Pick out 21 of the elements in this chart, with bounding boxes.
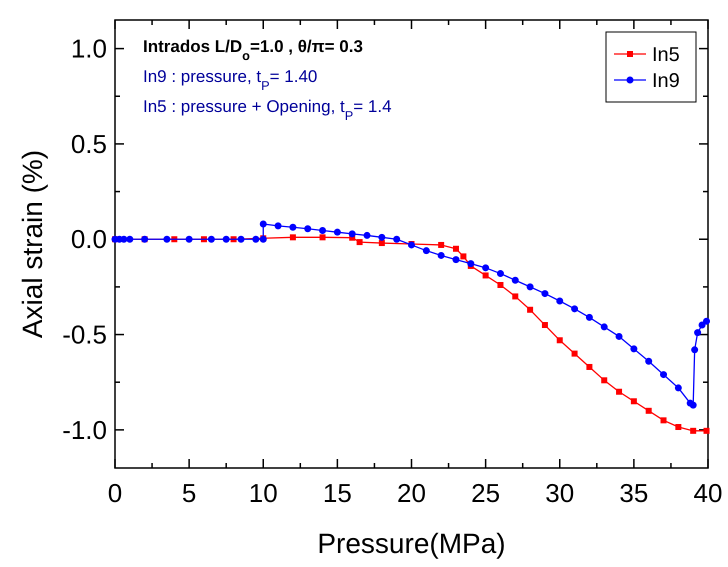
y-tick-label: -0.5 xyxy=(62,320,107,350)
x-tick-label: 30 xyxy=(545,478,574,508)
legend-label: In9 xyxy=(652,70,680,92)
y-tick-label: 0.0 xyxy=(70,224,107,254)
annotation: In9 : pressure, t$_{P}$= 1.40 xyxy=(143,67,318,92)
x-tick-label: 25 xyxy=(471,478,500,508)
y-tick-label: 0.5 xyxy=(70,128,107,159)
legend-label: In5 xyxy=(652,44,680,66)
x-tick-label: 10 xyxy=(248,478,278,508)
x-tick-label: 0 xyxy=(108,478,122,508)
x-axis-title: Pressure(MPa) xyxy=(317,528,506,559)
y-tick-label: 1.0 xyxy=(70,34,107,64)
x-tick-label: 35 xyxy=(619,478,648,508)
x-tick-label: 5 xyxy=(182,478,196,508)
y-tick-label: -1.0 xyxy=(62,414,107,445)
x-tick-label: 15 xyxy=(322,478,352,508)
x-tick-label: 40 xyxy=(694,478,722,508)
annotation: Intrados L/D$_{o}$=1.0 , θ/π= 0.3 xyxy=(143,37,363,62)
annotation: In5 : pressure + Opening, t$_{P}$= 1.4 xyxy=(143,97,392,122)
x-tick-label: 20 xyxy=(397,478,426,508)
y-axis-title: Axial strain (%) xyxy=(17,150,48,338)
